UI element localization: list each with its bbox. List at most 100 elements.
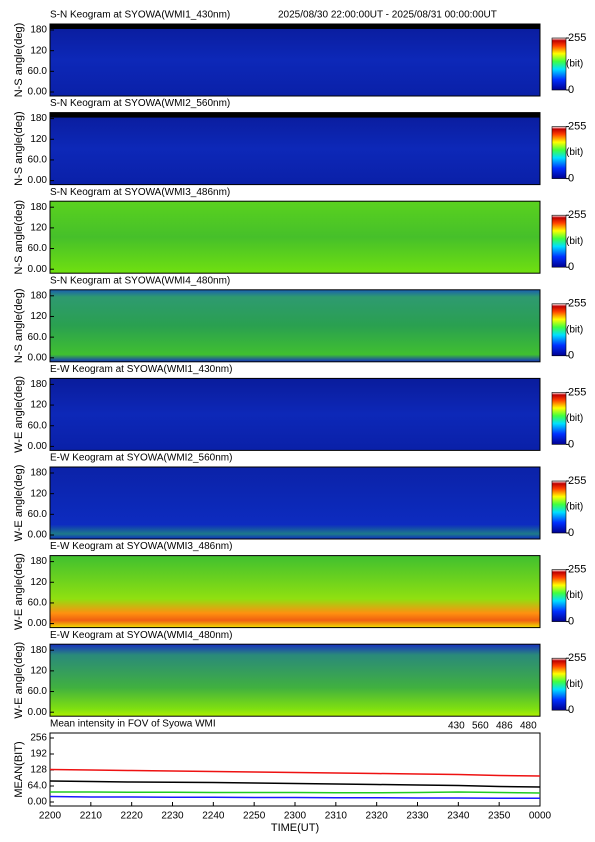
keogram-edge — [50, 112, 540, 118]
y-tick-label: 0.00 — [28, 618, 48, 629]
x-axis-label: TIME(UT) — [271, 822, 319, 834]
colorbar-unit: (bit) — [566, 236, 583, 247]
series-line — [49, 780, 541, 788]
colorbar-label: 255 — [568, 298, 586, 310]
y-axis-label: W-E angle(deg) — [13, 642, 25, 719]
plot-frame — [49, 466, 541, 540]
x-tick-label: 2230 — [161, 811, 184, 822]
legend-entry: 480 — [520, 721, 537, 732]
panel-title: E-W Keogram at SYOWA(WMI4_480nm) — [50, 630, 232, 641]
panel-title: S-N Keogram at SYOWA(WMI2_560nm) — [50, 98, 230, 109]
y-axis-label: N-S angle(deg) — [13, 23, 25, 98]
colorbar — [551, 126, 567, 179]
colorbar-unit: (bit) — [566, 590, 583, 601]
y-tick-label: 60.0 — [28, 509, 48, 520]
keogram-image — [50, 467, 540, 539]
colorbar-label: 255 — [568, 32, 586, 44]
y-tick-label: 60.0 — [28, 66, 48, 77]
colorbar-label: 0 — [568, 261, 574, 273]
y-axis-label: W-E angle(deg) — [13, 376, 25, 453]
y-tick-label: 120 — [30, 311, 47, 322]
y-tick-label: 120 — [30, 488, 47, 499]
y-tick-label: 0.00 — [28, 530, 48, 541]
colorbar — [551, 303, 567, 357]
x-tick-label: 2350 — [488, 811, 511, 822]
x-tick-label: 2330 — [406, 811, 429, 822]
colorbar-unit: (bit) — [566, 679, 583, 690]
colorbar — [551, 657, 567, 711]
legend-entry: 430 — [448, 721, 465, 732]
y-axis-label: W-E angle(deg) — [13, 465, 25, 542]
y-tick-label: 180 — [30, 25, 47, 36]
legend-entry: 560 — [472, 721, 489, 732]
colorbar-label: 255 — [568, 564, 586, 576]
series-line — [49, 768, 541, 777]
keogram-image — [50, 24, 540, 96]
plot-frame — [49, 200, 541, 274]
colorbar-unit: (bit) — [566, 324, 583, 335]
y-tick-label: 60.0 — [28, 332, 48, 343]
colorbar — [551, 392, 567, 445]
panel-title: E-W Keogram at SYOWA(WMI1_430nm) — [50, 364, 232, 375]
y-tick-label: 180 — [30, 468, 47, 479]
y-tick-label: 180 — [30, 379, 47, 390]
series-line — [50, 791, 541, 794]
plot-frame — [49, 289, 541, 363]
colorbar-label: 0 — [568, 350, 574, 362]
panel-title: S-N Keogram at SYOWA(WMI1_430nm) — [50, 10, 230, 21]
x-tick-label: 2300 — [284, 811, 307, 822]
colorbar — [551, 569, 567, 622]
y-tick-label: 256 — [30, 733, 47, 744]
y-axis-label: N-S angle(deg) — [13, 289, 25, 364]
plot-frame — [49, 555, 541, 629]
keogram-image — [50, 644, 540, 717]
y-axis-label: N-S angle(deg) — [13, 111, 25, 186]
colorbar-label: 0 — [568, 527, 574, 539]
colorbar-label: 0 — [568, 438, 574, 450]
colorbar-unit: (bit) — [566, 413, 583, 424]
x-tick-label: 2310 — [325, 811, 348, 822]
y-axis-label: MEAN(BIT) — [13, 741, 25, 797]
colorbar-label: 255 — [568, 386, 586, 398]
colorbar-unit: (bit) — [566, 502, 583, 513]
x-tick-label: 2320 — [366, 811, 389, 822]
keogram-image — [50, 289, 540, 362]
y-tick-label: 128 — [30, 765, 47, 776]
keogram-image — [50, 112, 540, 185]
y-tick-label: 60.0 — [28, 598, 48, 609]
y-tick-label: 0.00 — [28, 441, 48, 452]
y-tick-label: 0.00 — [28, 87, 48, 98]
colorbar — [551, 480, 567, 534]
y-tick-label: 120 — [30, 400, 47, 411]
y-axis-label: N-S angle(deg) — [13, 200, 25, 275]
x-tick-label: 0000 — [529, 811, 552, 822]
x-tick-label: 2210 — [80, 811, 103, 822]
plot-frame — [49, 112, 541, 186]
y-tick-label: 64.0 — [28, 781, 48, 792]
colorbar-label: 255 — [568, 209, 586, 221]
colorbar — [551, 37, 567, 91]
y-tick-label: 180 — [30, 113, 47, 124]
y-tick-label: 120 — [30, 134, 47, 145]
panel-title: E-W Keogram at SYOWA(WMI3_486nm) — [50, 541, 232, 552]
keogram-image — [50, 201, 540, 274]
colorbar — [551, 214, 567, 268]
y-tick-label: 60.0 — [28, 420, 48, 431]
x-tick-label: 2250 — [243, 811, 266, 822]
colorbar-label: 0 — [568, 173, 574, 185]
y-tick-label: 0.00 — [28, 352, 48, 363]
y-tick-label: 60.0 — [28, 686, 48, 697]
y-tick-label: 120 — [30, 577, 47, 588]
panel-title: E-W Keogram at SYOWA(WMI2_560nm) — [50, 453, 232, 464]
y-tick-label: 0.00 — [28, 707, 48, 718]
y-tick-label: 0.00 — [28, 175, 48, 186]
colorbar-unit: (bit) — [566, 147, 583, 158]
x-tick-label: 2200 — [39, 811, 62, 822]
colorbar-unit: (bit) — [566, 59, 583, 70]
plot-frame — [49, 732, 541, 807]
y-tick-label: 180 — [30, 645, 47, 656]
y-tick-label: 120 — [30, 666, 47, 677]
panel-title: S-N Keogram at SYOWA(WMI4_480nm) — [50, 275, 230, 286]
y-tick-label: 192 — [30, 749, 47, 760]
